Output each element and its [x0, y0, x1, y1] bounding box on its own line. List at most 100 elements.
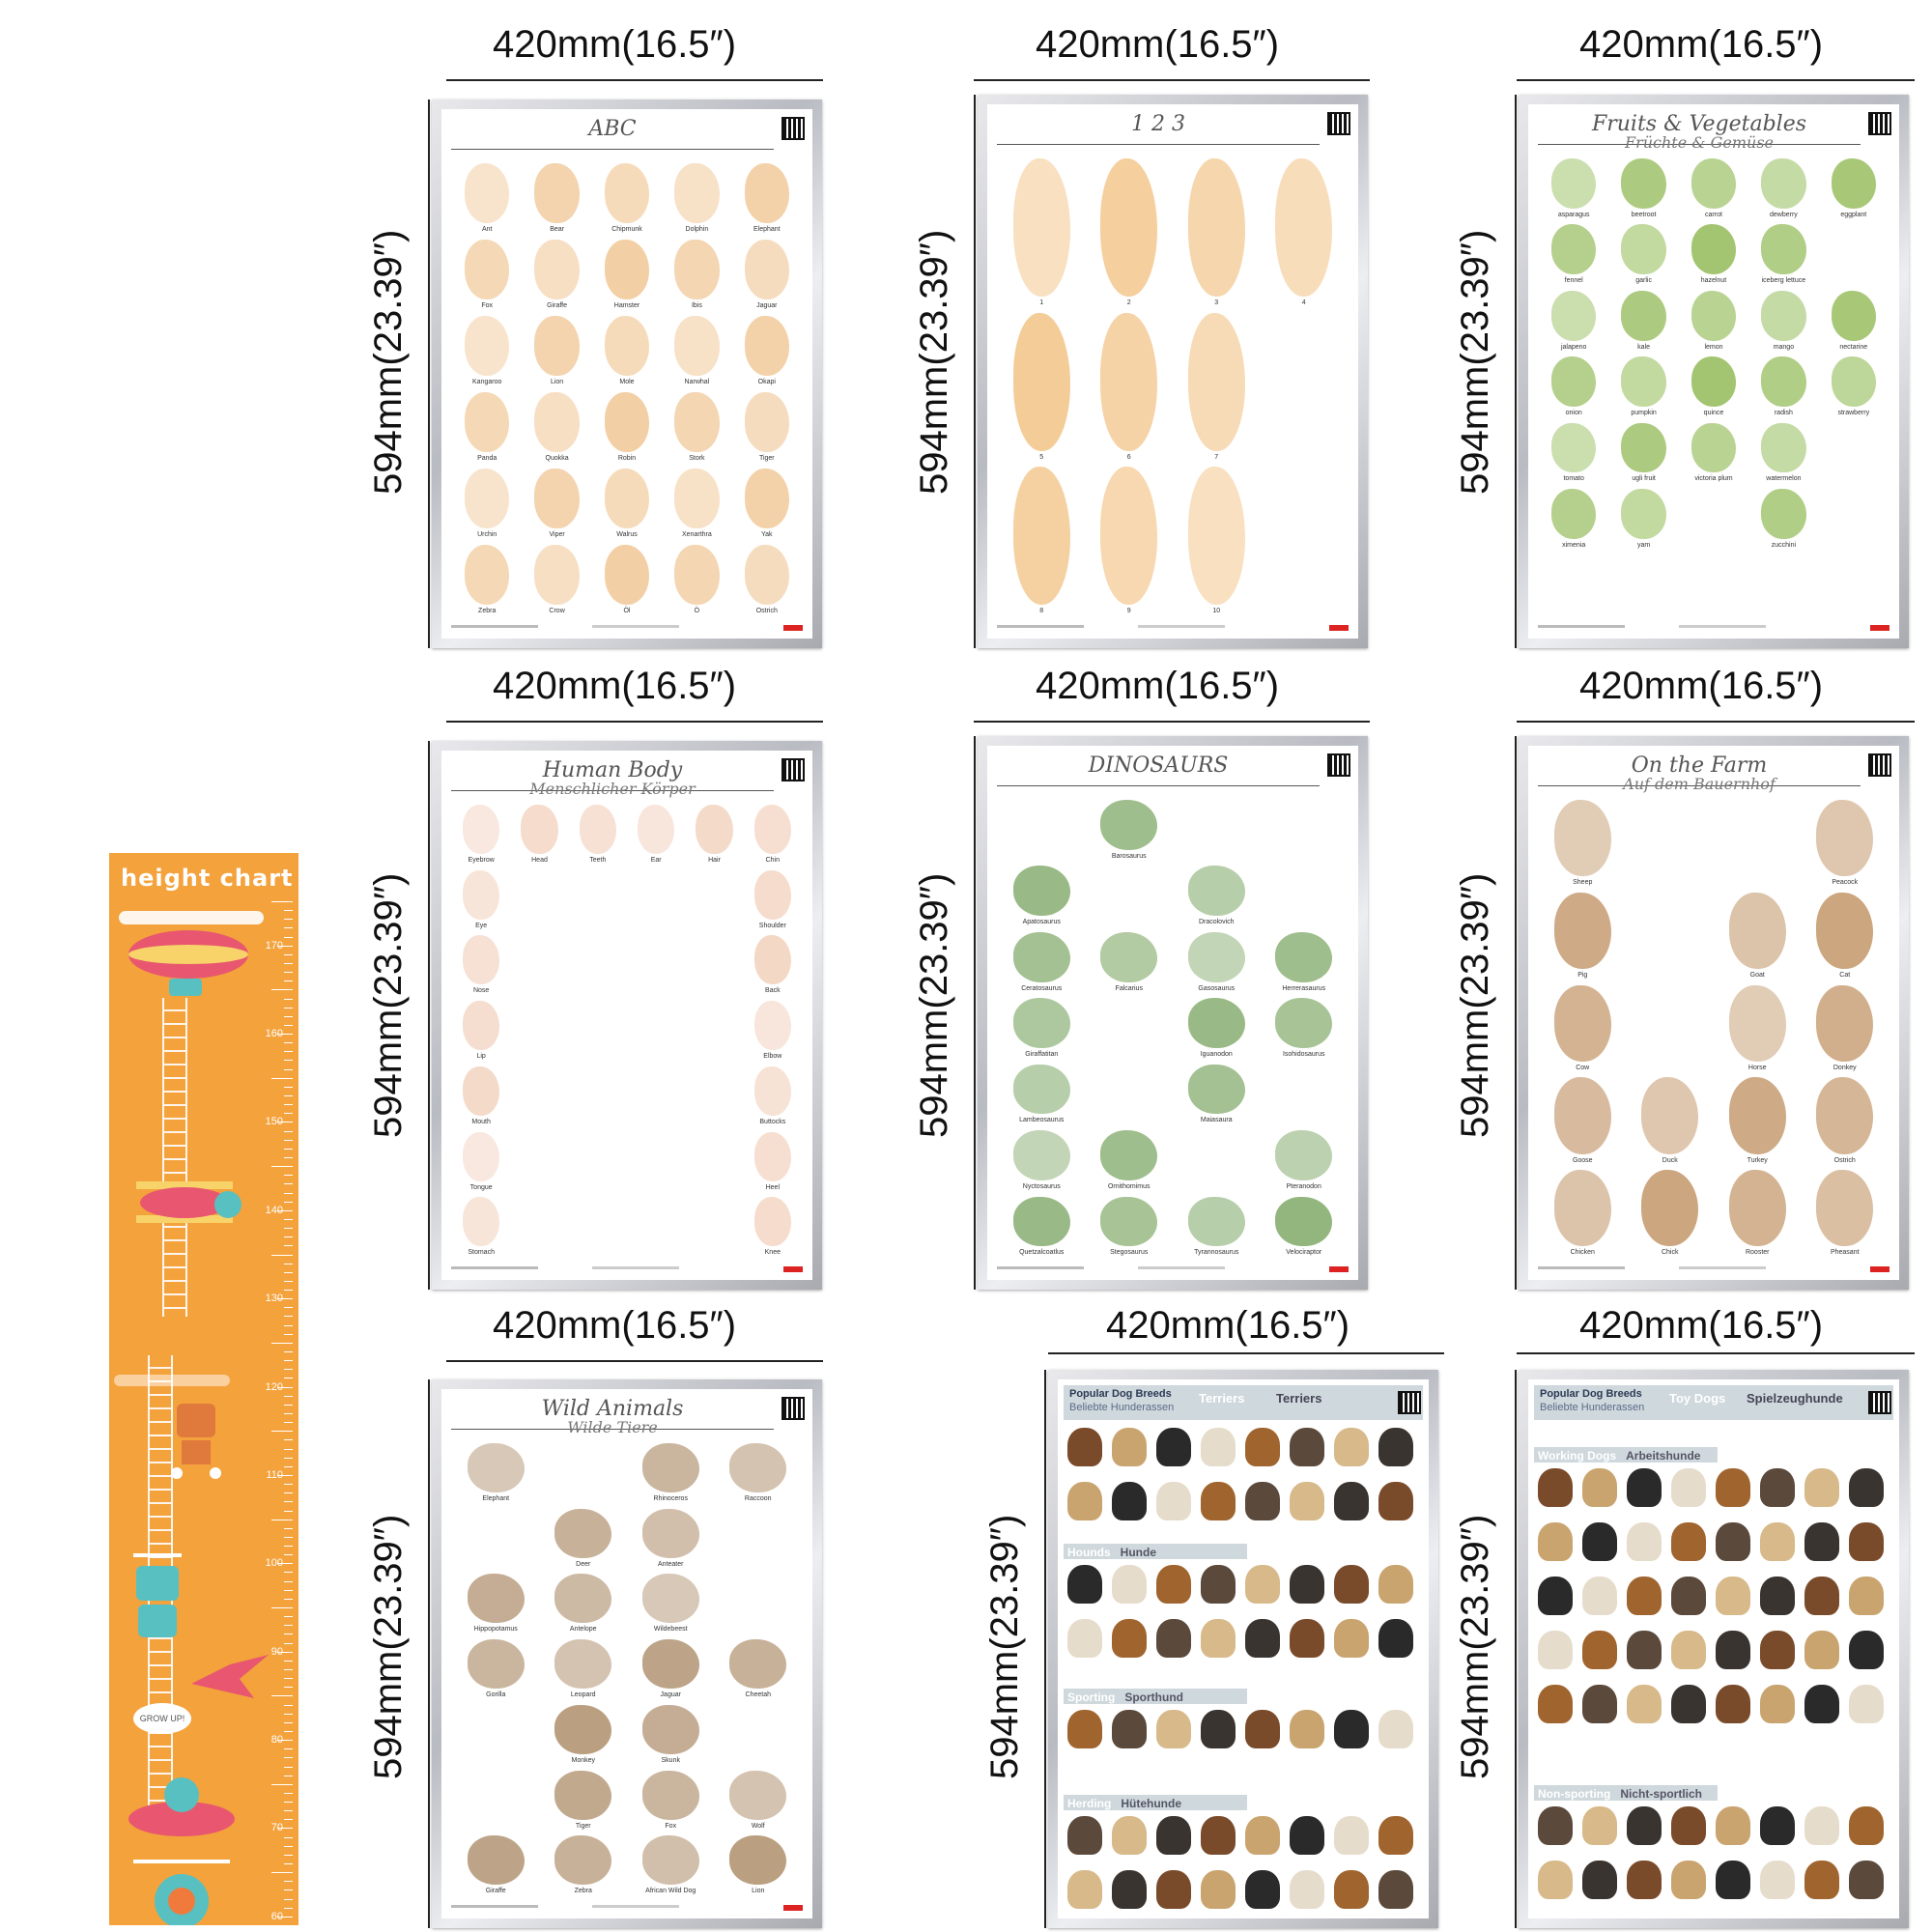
- illustration: [753, 1131, 791, 1181]
- item-label: Zebra: [478, 608, 497, 615]
- item-label: Crow: [549, 608, 565, 615]
- illustration: [463, 805, 500, 855]
- item-label: garlic: [1635, 277, 1652, 285]
- item-label: Okapi: [757, 379, 776, 386]
- poster-subtitle: Auf dem Bauernhof: [1623, 775, 1776, 793]
- ruler-minor-tick: [284, 1589, 293, 1591]
- item-label: Chipmunk: [611, 226, 642, 234]
- poster-header: 1 2 3: [997, 112, 1320, 151]
- item-label: Chin: [765, 857, 781, 865]
- illustration: [1621, 224, 1666, 275]
- poster-item: dewberry: [1751, 158, 1815, 218]
- header-rule: [451, 790, 774, 791]
- ruler-minor-tick: [277, 1828, 293, 1830]
- illustration: [753, 805, 791, 855]
- poster-numbers: 1 2 3 1 2 3 4 5 6 7 8 9 10: [987, 104, 1358, 639]
- dog-photo: [1671, 1468, 1706, 1507]
- height-label: 594mm(23.39″): [1454, 1514, 1496, 1779]
- height-label: 594mm(23.39″): [367, 1514, 410, 1779]
- item-label: Deer: [576, 1560, 591, 1568]
- poster-item: [572, 935, 624, 995]
- poster-header: DINOSAURS: [997, 753, 1320, 792]
- dog-photo: [1582, 1806, 1617, 1845]
- dog-photo: [1334, 1482, 1369, 1520]
- poster-item: Jaguar: [735, 240, 799, 310]
- illustration: [674, 316, 720, 377]
- illustration: [1761, 489, 1806, 539]
- ruler-minor-tick: [284, 1845, 293, 1847]
- item-label: Chicken: [1570, 1249, 1595, 1257]
- poster-item: [572, 1197, 624, 1257]
- width-label: 420mm(16.5″): [493, 665, 737, 707]
- poster-item: Tiger: [543, 1770, 625, 1831]
- ruler-minor-tick: [284, 1484, 293, 1486]
- item-label: zucchini: [1771, 541, 1797, 549]
- item-label: Quetzalcoatlus: [1019, 1249, 1065, 1257]
- illustration: [1816, 1170, 1874, 1247]
- ruler-minor-tick: [284, 1024, 293, 1026]
- poster-item: Falcarius: [1089, 931, 1171, 992]
- poster-item: [630, 1132, 682, 1192]
- poster-item: Tongue: [455, 1131, 507, 1192]
- grow-up-bubble: GROW UP!: [133, 1703, 191, 1734]
- illustration: [674, 469, 720, 529]
- item-label: Wildebeest: [653, 1626, 688, 1634]
- illustration: [1816, 892, 1874, 969]
- illustration: [641, 1508, 699, 1558]
- ruler-minor-tick: [284, 1660, 293, 1662]
- item-label: Ear: [650, 857, 662, 865]
- item-label: 9: [1126, 608, 1131, 615]
- dog-photo: [1334, 1428, 1369, 1466]
- height-chart: height chart 170 160 150 140 130 120 110 100 90 8…: [109, 853, 298, 1925]
- item-label: hazelnut: [1700, 277, 1727, 285]
- poster-item: Elbow: [747, 1001, 799, 1061]
- illustration: [1550, 356, 1597, 408]
- poster-item: Buttocks: [747, 1065, 799, 1126]
- poster-frame-dogs1: Popular Dog Breeds Beliebte Hunderassen Te…: [1048, 1370, 1438, 1928]
- poster-item: Cat: [1804, 892, 1887, 980]
- illustration: [604, 469, 650, 529]
- ruler-minor-tick: [277, 1740, 293, 1742]
- poster-item: 10: [1176, 467, 1258, 615]
- poster-item: Hippopotamus: [455, 1574, 537, 1634]
- band-label-de: Hunde: [1120, 1546, 1157, 1559]
- illustration: [1690, 224, 1737, 275]
- poster-frame-fruits: Fruits & Vegetables Früchte & Gemüse aspar…: [1519, 95, 1909, 648]
- item-label: Tongue: [469, 1183, 493, 1191]
- dog-photo: [1582, 1468, 1617, 1507]
- item-label: Fox: [665, 1822, 677, 1830]
- poster-item: Wolf: [718, 1770, 800, 1831]
- width-label: 420mm(16.5″): [1036, 23, 1280, 66]
- poster-item: [455, 1771, 537, 1831]
- illustration: [1621, 158, 1666, 209]
- illustration: [1690, 158, 1737, 209]
- illustration: [1761, 224, 1806, 275]
- poster-footer: [451, 625, 803, 633]
- height-dimension-line: [428, 741, 430, 1290]
- ruler-minor-tick: [284, 1280, 293, 1282]
- ruler-label: 110: [266, 1468, 283, 1481]
- poster-item: Dolphin: [665, 163, 728, 234]
- dog-photo: [1290, 1816, 1324, 1855]
- header-rule: [451, 149, 774, 150]
- item-label: 1: [1039, 298, 1044, 306]
- dog-photo: [1627, 1685, 1662, 1723]
- dog-photo: [1849, 1685, 1884, 1723]
- illustration: [641, 1770, 699, 1820]
- poster-item: 2: [1089, 158, 1171, 307]
- ruler-minor-tick: [277, 1209, 293, 1211]
- footer-mark: [451, 1905, 538, 1908]
- poster-item: Barosaurus: [1089, 800, 1171, 860]
- poster-item: [630, 870, 682, 930]
- dog-photo: [1156, 1565, 1191, 1604]
- item-label: Goat: [1749, 971, 1765, 979]
- poster-item: Rhinoceros: [630, 1443, 712, 1503]
- illustration: [1100, 800, 1158, 850]
- dog-photo: [1760, 1468, 1795, 1507]
- illustration: [1728, 892, 1786, 969]
- dog-photo: [1671, 1522, 1706, 1561]
- dog-photo: [1156, 1710, 1191, 1748]
- dog-photo: [1760, 1685, 1795, 1723]
- qr-code-icon: [1868, 753, 1891, 777]
- item-label: Teeth: [589, 857, 607, 865]
